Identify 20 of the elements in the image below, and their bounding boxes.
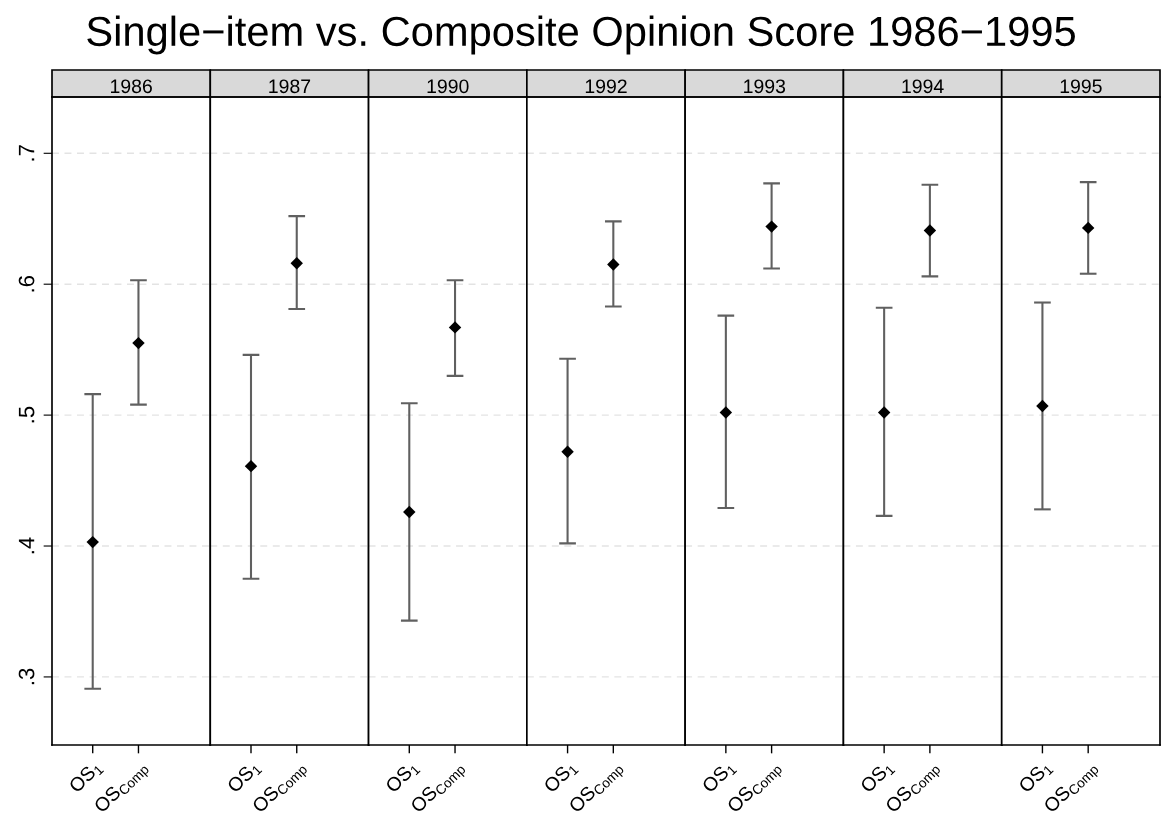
x-tick-label: OS$_{1}$ (226, 759, 263, 796)
y-tick-label: .7 (18, 145, 35, 161)
x-tick-label: OS$_{1}$ (701, 759, 738, 796)
chart-subtitle: 1992 (585, 79, 627, 94)
chart-subtitle: 1990 (427, 79, 469, 94)
chart-subtitle: 1986 (111, 79, 152, 94)
x-tick-label: OS$_{1}$ (384, 759, 421, 796)
chart-subtitle: 1987 (269, 79, 311, 94)
chart-subtitle: 1994 (902, 79, 944, 94)
x-tick-label: OS$_{1}$ (859, 759, 896, 796)
x-tick-label: OS$_{1}$ (1017, 759, 1054, 796)
chart-subtitle: 1995 (1060, 79, 1102, 94)
y-tick-label: .6 (18, 275, 35, 292)
x-tick-label: OS$_{1}$ (67, 759, 104, 796)
x-tick-label: OS$_{1}$ (542, 759, 579, 796)
chart-title: Single−item vs. Composite Opinion Score 1986−1995 (87, 15, 1075, 55)
y-tick-label: .5 (18, 406, 35, 423)
chart-subtitle: 1993 (744, 79, 786, 94)
y-tick-label: .4 (18, 537, 35, 554)
y-tick-label: .3 (18, 668, 35, 685)
